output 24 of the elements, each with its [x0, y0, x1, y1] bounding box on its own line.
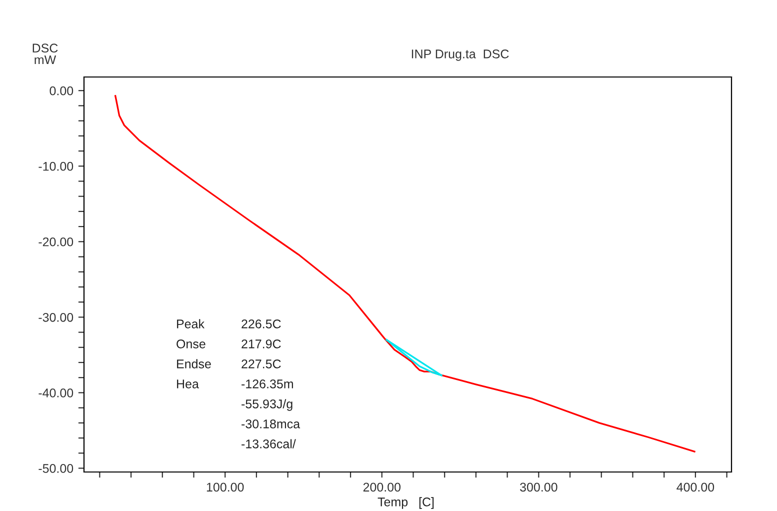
chart-title: INP Drug.ta DSC	[412, 50, 509, 61]
y-tick-label: -20.00	[38, 237, 74, 246]
annotation: -55.93J/g	[242, 399, 292, 411]
annotation: -126.35m	[242, 380, 293, 388]
y-tick-label: -50.00	[38, 464, 74, 473]
y-tick-label: -30.00	[38, 312, 74, 322]
annotation: 226.5C	[242, 320, 281, 328]
x-tick-label: 400.00	[676, 482, 714, 492]
annotation: Hea	[177, 380, 199, 388]
annotation: -30.18mca	[242, 420, 300, 428]
annotation: Peak	[177, 319, 205, 328]
annotation: 217.9C	[242, 340, 281, 348]
annotation: Endse	[177, 359, 211, 368]
x-axis-title: Temp [C]	[378, 497, 434, 509]
annotation: -13.36cal/	[242, 439, 296, 448]
y-tick-label: -10.00	[38, 162, 74, 171]
y-axis-title: DSC mW	[32, 44, 58, 64]
x-tick-label: 100.00	[206, 482, 244, 492]
y-tick-label: 0.00	[50, 86, 74, 96]
annotation: Onse	[176, 340, 206, 348]
y-tick-label: -40.00	[38, 388, 74, 398]
x-tick-label: 200.00	[363, 482, 401, 492]
annotation: 227.5C	[242, 360, 281, 368]
x-tick-label: 300.00	[520, 482, 558, 492]
